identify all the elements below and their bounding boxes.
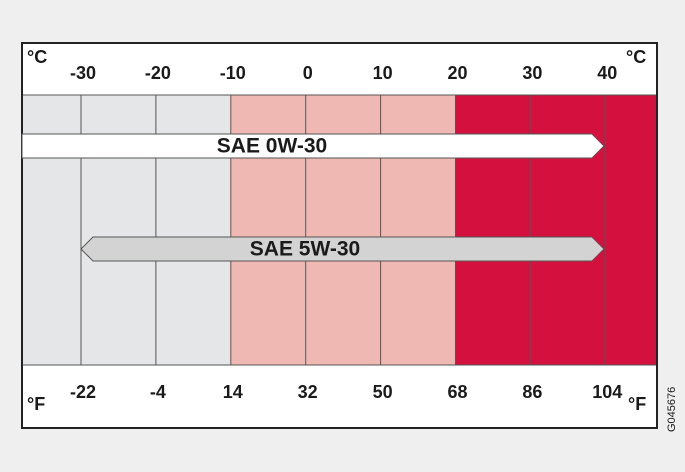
oil-label: SAE 5W-30 (250, 238, 360, 261)
fahrenheit-label: -22 (70, 382, 96, 402)
fahrenheit-label: 32 (298, 382, 318, 402)
arrow-0w30 (21, 133, 605, 159)
oil-label: SAE 0W-30 (217, 135, 327, 158)
frame (21, 42, 658, 429)
fahrenheit-label: 86 (522, 382, 542, 402)
code-label: G045676 (666, 387, 678, 432)
fahrenheit-label: 14 (223, 382, 243, 402)
fahrenheit-label: -4 (150, 382, 166, 402)
arrow-5w30 (80, 236, 605, 262)
fahrenheit-label: 68 (447, 382, 467, 402)
celsius-label: -20 (145, 63, 171, 83)
celsius-label: 30 (522, 63, 542, 83)
unit-label: °F (628, 394, 646, 414)
celsius-label: -10 (220, 63, 246, 83)
celsius-label: 40 (597, 63, 617, 83)
fahrenheit-label: 50 (373, 382, 393, 402)
celsius-label: -30 (70, 63, 96, 83)
unit-label: °F (27, 394, 45, 414)
celsius-label: 20 (447, 63, 467, 83)
unit-label: °C (626, 47, 646, 67)
fahrenheit-label: 104 (592, 382, 622, 402)
celsius-label: 0 (303, 63, 313, 83)
unit-label: °C (27, 47, 47, 67)
celsius-label: 10 (373, 63, 393, 83)
